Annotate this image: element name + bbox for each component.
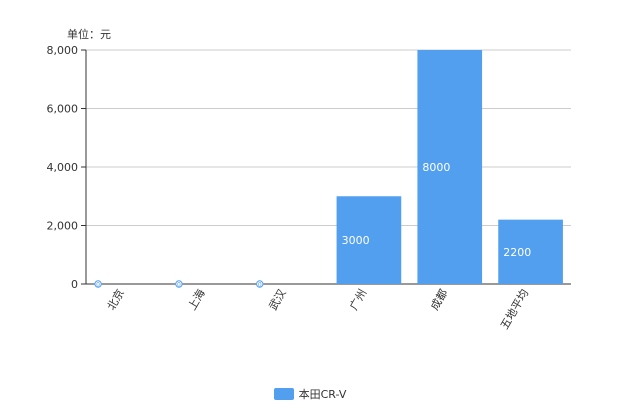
zero-marker [175, 280, 183, 288]
x-tick-label: 武汉 [266, 287, 288, 313]
y-tick-label: 8,000 [47, 44, 79, 57]
bar [336, 196, 402, 284]
x-tick-label: 成都 [428, 287, 450, 313]
zero-marker [94, 280, 102, 288]
unit-label: 单位：元 [67, 28, 111, 41]
legend-swatch [273, 388, 294, 400]
x-tick-label: 北京 [104, 287, 127, 313]
data-label: 0 [177, 281, 181, 288]
x-tick-label: 上海 [185, 287, 208, 313]
bar [498, 219, 563, 284]
data-label: 3000 [342, 234, 370, 247]
zero-marker [256, 280, 264, 288]
y-tick-label: 4,000 [47, 161, 79, 174]
y-tick-label: 0 [71, 278, 78, 291]
y-tick-label: 2,000 [47, 220, 79, 233]
bar [417, 50, 483, 284]
data-label: 0 [258, 281, 262, 288]
data-label: 2200 [503, 246, 531, 259]
x-tick-label: 五地平均 [498, 287, 531, 332]
legend-label: 本田CR-V [298, 388, 347, 401]
data-label: 8000 [422, 161, 450, 174]
y-tick-label: 6,000 [47, 103, 79, 116]
data-label: 0 [96, 281, 100, 288]
x-tick-label: 广州 [347, 287, 369, 313]
legend[interactable]: 本田CR-V [0, 386, 620, 402]
